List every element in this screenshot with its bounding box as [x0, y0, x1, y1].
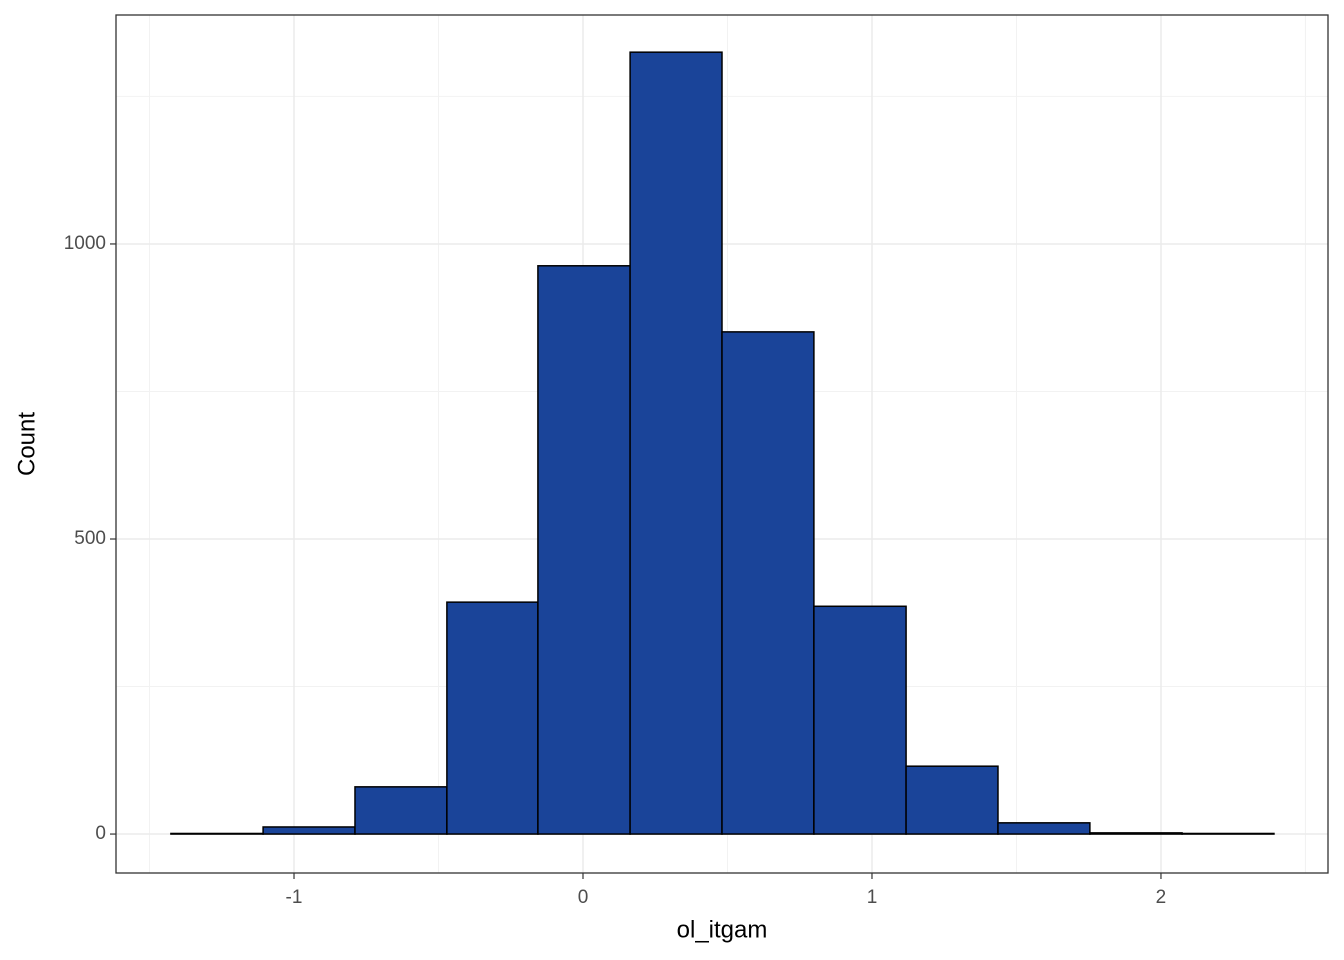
bar [905, 765, 999, 835]
bar [446, 601, 539, 835]
x-tick-label: 1 [867, 887, 878, 908]
bar [1089, 832, 1183, 835]
bar [629, 51, 723, 835]
bar [813, 605, 907, 835]
bar [170, 832, 264, 835]
x-tick-label: -1 [286, 887, 303, 908]
x-tick-label: 0 [578, 887, 589, 908]
x-tick-label: 2 [1156, 887, 1167, 908]
y-tick-label: 0 [95, 823, 106, 844]
x-axis-label: ol_itgam [677, 916, 768, 943]
y-tick-label: 1000 [64, 233, 106, 254]
bar [997, 822, 1091, 835]
plot-border [115, 14, 1329, 874]
bar [262, 826, 356, 835]
bar [1181, 832, 1275, 835]
bar [721, 331, 815, 835]
y-tick-label: 500 [74, 528, 106, 549]
bar [354, 786, 448, 835]
bar [537, 265, 631, 835]
y-axis-label: Count [13, 412, 40, 476]
